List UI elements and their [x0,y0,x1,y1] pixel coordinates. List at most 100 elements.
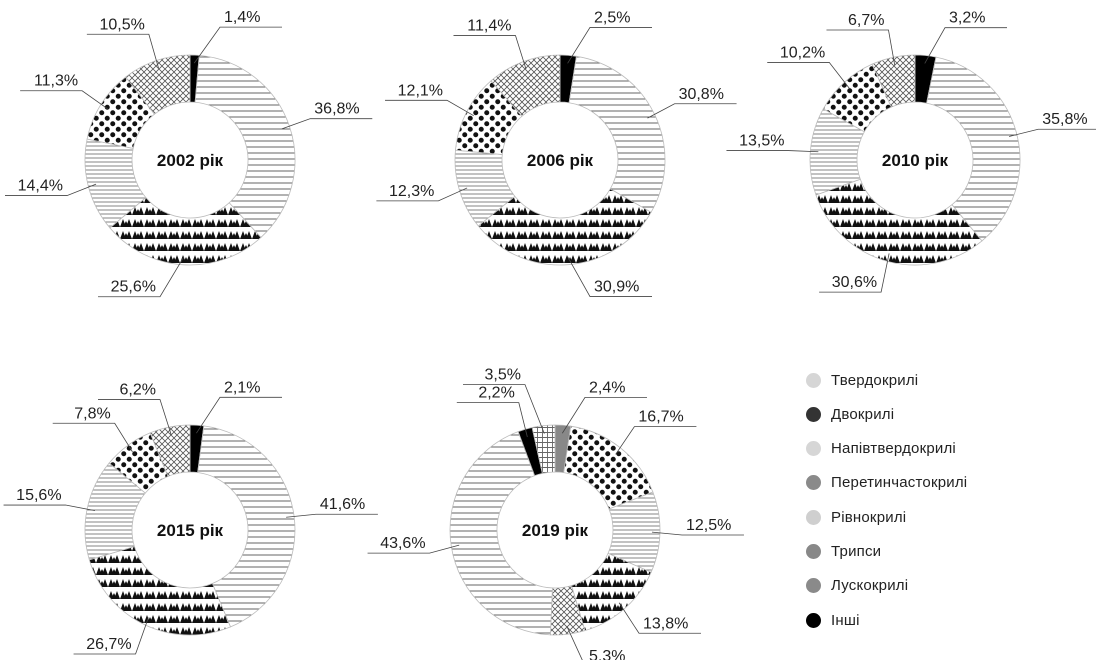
leader-line [561,396,647,434]
legend-label: Рівнокрилі [831,508,907,526]
slice-homoptera [477,188,652,266]
slice-coleoptera [194,54,296,239]
leader-line [453,35,527,70]
leader-line [651,531,744,536]
leader-line [819,253,890,293]
legend-item-lepidoptera: Лускокрилі [806,574,1086,598]
donut-chart-2: 2006 рік 2,5% 30,8% 30,9% 12,3% 12,1% 11,4% [376,9,737,297]
data-label-homoptera: 30,9% [594,279,639,296]
leader-line [456,402,528,438]
leader-line [20,90,108,110]
slice-lepidoptera [531,424,556,474]
leader-line [463,384,545,434]
data-label-coleoptera: 43,6% [380,535,425,552]
legend-label: Трипси [831,542,882,560]
leader-line [826,29,896,66]
leader-line [86,33,159,69]
leader-line [73,617,149,655]
legend-swatch-icon [806,612,821,628]
data-label-homoptera: 26,7% [86,636,131,653]
legend: Твердокрилі Двокрилі Напівтвердокрилі Перет… [806,368,1086,642]
chart-title: 2015 рік [157,521,224,540]
donut-chart-3: 2010 рік 3,2% 35,8% 30,6% 13,5% 10,2% 6,7% [726,10,1096,293]
chart-title: 2006 рік [527,151,594,170]
slice-coleoptera [449,431,553,636]
leader-line [193,26,282,64]
leader-line [3,504,96,512]
leader-line [566,626,583,660]
data-label-hemiptera: 12,3% [389,183,434,200]
legend-item-homoptera: Рівнокрилі [806,505,1086,529]
slice-coleoptera [568,55,666,213]
slice-homoptera [815,178,983,266]
data-label-hemiptera: 14,4% [18,178,63,195]
donut-chart-4: 2015 рік 2,1% 41,6% 26,7% 15,6% 7,8% 6,2% [3,379,378,655]
leader-line [1009,128,1096,137]
data-label-lepidoptera: 3,5% [485,367,521,384]
legend-label: Твердокрилі [831,371,919,389]
leader-line [647,103,737,119]
legend-item-other: Інші [806,608,1086,632]
donut-chart-1: 2002 рік 1,4% 36,8% 25,6% 14,4% 11,3% 10,5% [4,9,373,298]
leader-line [196,396,282,434]
leader-line [376,187,468,202]
slice-diptera [563,425,654,510]
legend-label: Лускокрилі [831,577,909,595]
data-label-other: 1,4% [224,9,260,26]
slice-hymenoptera [125,54,191,115]
legend-swatch-icon [806,578,821,594]
legend-swatch-icon [806,372,821,388]
chart-title: 2002 рік [157,151,224,170]
legend-item-coleoptera: Твердокрилі [806,368,1086,392]
data-label-other: 3,2% [949,10,985,27]
data-label-coleoptera: 36,8% [314,101,359,118]
data-label-hemiptera: 15,6% [16,487,61,504]
data-label-homoptera: 25,6% [111,279,156,296]
legend-label: Двокрилі [831,405,895,423]
legend-item-hemiptera: Напівтвердокрилі [806,437,1086,461]
slice-homoptera [88,546,232,636]
leader-line [567,27,652,64]
data-label-other: 2,2% [478,385,514,402]
leader-line [615,426,697,455]
data-label-homoptera: 30,6% [832,274,877,291]
legend-item-diptera: Двокрилі [806,402,1086,426]
data-label-diptera: 12,1% [398,82,443,99]
leader-line [281,118,373,130]
data-label-other: 2,1% [224,379,260,396]
data-label-coleoptera: 30,8% [679,86,724,103]
data-label-diptera: 11,3% [34,73,78,90]
donut-chart-5: 2019 рік 2,4% 16,7% 12,5% 13,8% 5,3% 43,6% 2,2%… [367,367,744,660]
leader-line [767,62,850,89]
leader-line [924,27,1007,64]
legend-label: Перетинчастокрилі [831,474,968,492]
legend-swatch-icon [806,475,821,491]
legend-swatch-icon [806,441,821,457]
leader-line [4,183,97,196]
slice-coleoptera [197,425,296,628]
slice-hymenoptera [871,54,916,108]
slice-hymenoptera [490,54,561,117]
data-label-hymenoptera: 11,4% [467,18,511,35]
leader-line [618,602,701,634]
legend-swatch-icon [806,406,821,422]
slice-hymenoptera [149,424,191,477]
legend-label: Інші [831,611,860,629]
data-label-hemiptera: 13,5% [739,133,784,150]
chart-title: 2010 рік [882,151,949,170]
leader-line [98,399,172,435]
slice-coleoptera [926,56,1021,242]
legend-swatch-icon [806,509,821,525]
data-label-hemiptera: 12,5% [686,517,731,534]
leader-line [726,150,819,153]
data-label-homoptera: 13,8% [643,615,688,632]
legend-item-hymenoptera: Перетинчастокрилі [806,471,1086,495]
leader-line [52,422,133,453]
legend-swatch-icon [806,543,821,559]
data-label-hymenoptera: 5,3% [589,648,625,660]
data-label-hymenoptera: 6,7% [848,12,884,29]
chart-title: 2019 рік [522,521,589,540]
leader-line [567,256,652,297]
legend-item-thrips: Трипси [806,539,1086,563]
